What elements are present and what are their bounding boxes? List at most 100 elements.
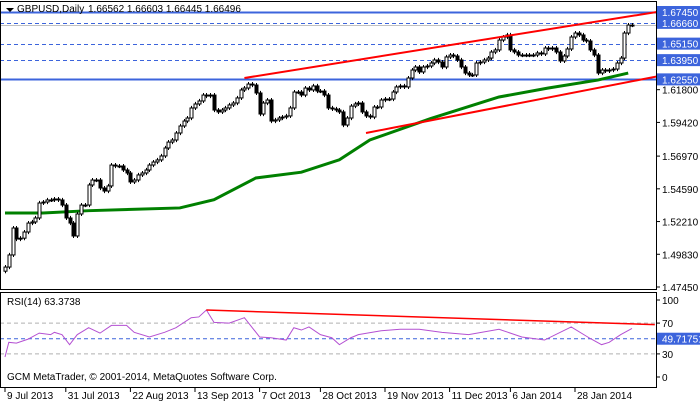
candle [619, 56, 624, 66]
candle-body [398, 85, 403, 88]
candle-body [527, 54, 532, 57]
candle [7, 252, 12, 270]
candle [102, 185, 107, 194]
candle [482, 57, 487, 65]
candle [341, 109, 346, 128]
candle-body [299, 91, 304, 96]
candle-body [387, 98, 392, 101]
trendline [365, 75, 656, 134]
x-tick-label: 13 Sep 2013 [197, 391, 254, 402]
dropdown-triangle-icon[interactable] [6, 8, 14, 12]
candle-body [3, 266, 8, 272]
candle [607, 67, 612, 74]
candle [159, 153, 164, 163]
candle [311, 83, 316, 93]
candle-body [22, 231, 27, 239]
candle-body [539, 52, 544, 55]
candle [18, 236, 23, 242]
candle [52, 196, 57, 203]
candle-body [463, 66, 468, 74]
candle [588, 38, 593, 53]
candle-body [307, 87, 312, 91]
candle-body [30, 221, 35, 224]
candle [288, 105, 293, 119]
rsi-level-tag [657, 332, 700, 345]
candle [402, 83, 407, 89]
candle [166, 140, 171, 151]
candle-body [345, 117, 350, 126]
rsi-y-tick-label: 100 [662, 296, 679, 307]
candle-body [60, 199, 65, 206]
candle-body [288, 107, 293, 117]
price-panel[interactable] [0, 5, 700, 274]
candle-body [421, 66, 426, 73]
candle [429, 60, 434, 69]
candle-body [90, 179, 95, 186]
candle-body [41, 201, 46, 204]
candle [455, 53, 460, 63]
rsi-y-tick-label: 0 [662, 373, 668, 384]
candle-body [596, 54, 601, 74]
candle [478, 59, 483, 66]
candle [520, 52, 525, 58]
x-tick-label: 28 Jan 2014 [577, 391, 632, 402]
candle [315, 83, 320, 94]
candle-body [197, 100, 202, 105]
candle-body [619, 57, 624, 64]
candle [125, 167, 130, 176]
candle-body [75, 213, 80, 237]
candle-body [417, 66, 422, 73]
candle [603, 67, 608, 74]
candle [193, 101, 198, 111]
candle [163, 145, 168, 159]
moving-average-line [5, 71, 629, 215]
candle-body [18, 237, 23, 240]
candle-body [106, 185, 111, 192]
x-tick-label: 28 Oct 2013 [322, 391, 377, 402]
candle [436, 57, 441, 65]
candle-body [611, 68, 616, 71]
candle-body [535, 52, 540, 56]
candle-body [102, 187, 107, 192]
candle-body [265, 99, 270, 104]
candle [87, 182, 92, 208]
candle-body [83, 204, 88, 207]
candle-body [246, 83, 251, 89]
candle-body [68, 217, 73, 224]
candle-body [364, 111, 369, 117]
candle [83, 202, 88, 208]
candle-body [182, 120, 187, 127]
candle-body [178, 125, 183, 134]
y-tick-label: 1.52210 [662, 218, 699, 229]
candle [535, 50, 540, 58]
candle [223, 105, 228, 113]
candle [235, 95, 240, 106]
candle-body [52, 198, 57, 201]
rsi-trendline [206, 309, 655, 326]
candle-body [497, 39, 502, 51]
candle [307, 85, 312, 93]
candle [440, 59, 445, 70]
candle-body [11, 227, 16, 256]
candle-body [581, 34, 586, 41]
candle-body [33, 217, 38, 223]
rsi-panel[interactable] [0, 309, 656, 358]
candle [596, 52, 601, 76]
candle-body [318, 90, 323, 93]
candle [147, 162, 152, 173]
candle-body [470, 74, 475, 77]
candle-body [231, 102, 236, 106]
candle [467, 70, 472, 78]
candle-body [261, 102, 266, 115]
candle [136, 172, 141, 183]
candle [584, 37, 589, 44]
candle-body [489, 51, 494, 59]
candle [581, 32, 586, 43]
candle [303, 85, 308, 98]
candle-body [432, 59, 437, 64]
candle-body [273, 119, 278, 122]
y-tick-label: 1.47450 [662, 283, 699, 294]
candle-body [531, 54, 536, 57]
level-price-tag [657, 73, 700, 86]
